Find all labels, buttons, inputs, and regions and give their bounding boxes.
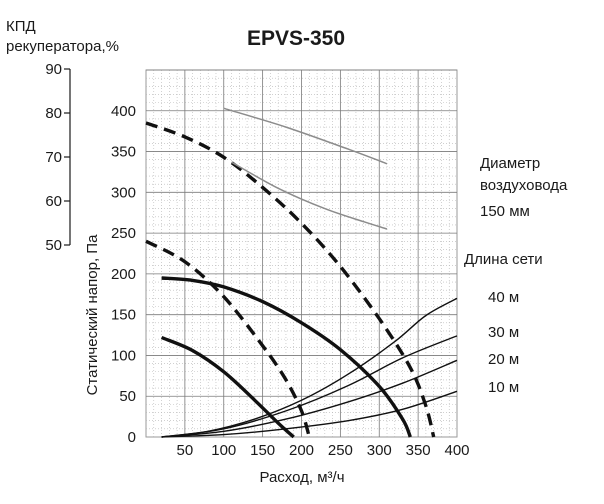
y-axis-label: Статический напор, Па xyxy=(84,234,101,395)
grid xyxy=(145,69,458,438)
network-label-40: 40 м xyxy=(488,289,519,306)
efficiency-tick-label: 50 xyxy=(45,237,62,254)
efficiency-tick-label: 80 xyxy=(45,105,62,122)
y-tick-label: 300 xyxy=(111,184,136,201)
series-efficiency-5 xyxy=(231,161,388,230)
series xyxy=(145,107,458,439)
duct-label-line1: Диаметр xyxy=(480,155,540,172)
y-tick-label: 100 xyxy=(111,347,136,364)
series-network-8 xyxy=(161,359,458,438)
axes: 50 100 150 200 250 300 350 400 0 50 100 150 200 250 30… xyxy=(45,61,469,459)
labels: EPVS-350 КПД рекуператора,% Статический … xyxy=(6,18,568,486)
series-fan-dashed-2 xyxy=(145,121,436,438)
network-length-label: Длина сети xyxy=(464,251,543,268)
network-label-20: 20 м xyxy=(488,351,519,368)
x-tick-label: 300 xyxy=(367,442,392,459)
series-fan-solid-1 xyxy=(160,335,295,439)
network-label-10: 10 м xyxy=(488,379,519,396)
x-tick-label: 350 xyxy=(406,442,431,459)
x-tick-label: 200 xyxy=(289,442,314,459)
y-tick-label: 400 xyxy=(111,103,136,120)
y-tick-label: 200 xyxy=(111,266,136,283)
efficiency-tick-label: 60 xyxy=(45,193,62,210)
network-label-30: 30 м xyxy=(488,324,519,341)
y-tick-label: 350 xyxy=(111,144,136,161)
chart-title: EPVS-350 xyxy=(247,27,345,50)
duct-label-line2: воздуховода xyxy=(480,177,568,194)
x-axis-label: Расход, м³/ч xyxy=(259,469,344,486)
x-tick-label: 150 xyxy=(250,442,275,459)
efficiency-tick-label: 90 xyxy=(45,61,62,78)
y-tick-label: 0 xyxy=(128,429,136,446)
series-efficiency-4 xyxy=(223,107,388,165)
efficiency-tick-label: 70 xyxy=(45,149,62,166)
efficiency-axis-label-line1: КПД xyxy=(6,18,36,35)
y-tick-label: 250 xyxy=(111,225,136,242)
series-network-9 xyxy=(161,390,458,438)
efficiency-axis-label-line2: рекуператора,% xyxy=(6,38,119,55)
x-tick-label: 250 xyxy=(328,442,353,459)
series-fan-dashed-3 xyxy=(145,239,311,438)
series-network-7 xyxy=(161,335,458,438)
x-tick-label: 50 xyxy=(177,442,194,459)
duct-value: 150 мм xyxy=(480,203,530,220)
x-tick-label: 100 xyxy=(211,442,236,459)
x-tick-label: 400 xyxy=(444,442,469,459)
y-tick-label: 150 xyxy=(111,307,136,324)
y-tick-label: 50 xyxy=(119,388,136,405)
